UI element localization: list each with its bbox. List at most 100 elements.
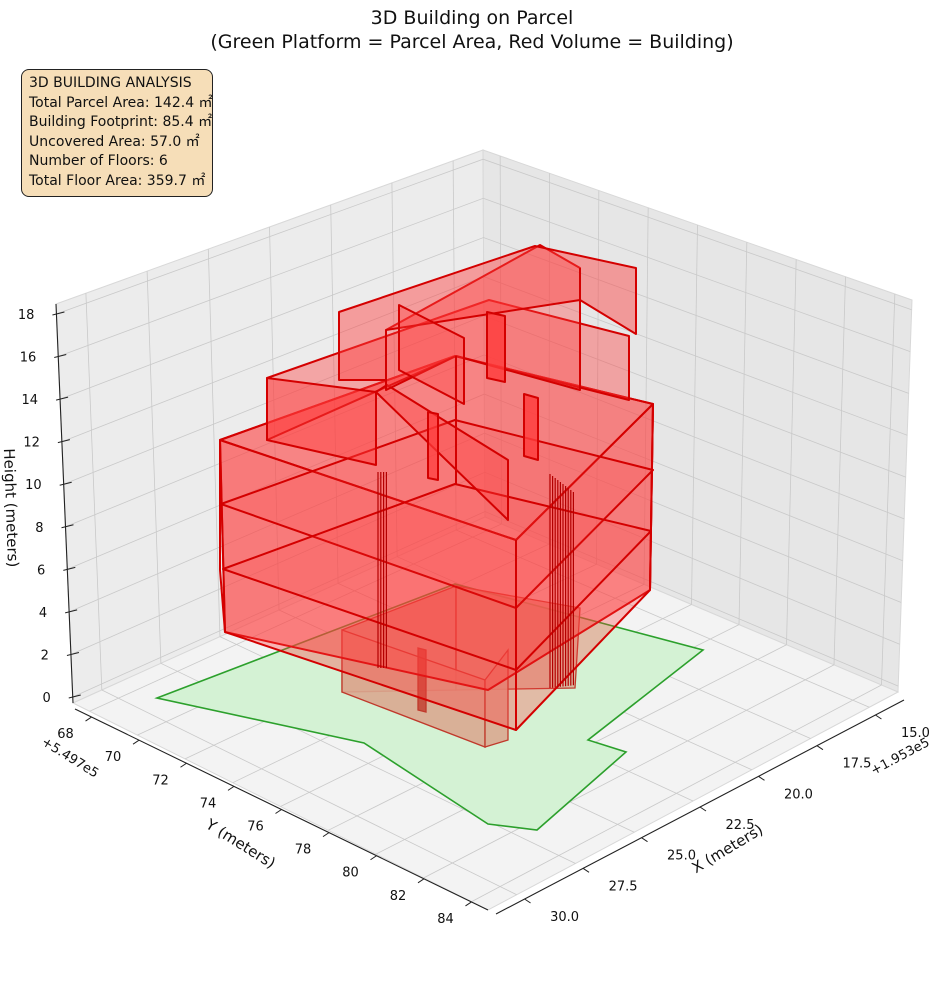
z-tick-label: 8 — [35, 521, 43, 536]
x-tick-mark — [524, 898, 531, 904]
z-tick-label: 4 — [39, 606, 47, 621]
z-tick-mark — [59, 481, 72, 486]
y-tick-mark — [275, 809, 282, 814]
front-pillar-hatch — [549, 474, 575, 688]
z-tick-label: 2 — [41, 648, 49, 663]
z-gridline — [70, 471, 900, 655]
x-tick-label: 30.0 — [550, 910, 579, 925]
top-notch-face — [398, 304, 465, 405]
wall-gridline — [207, 249, 221, 637]
info-heading: 3D BUILDING ANALYSIS — [29, 75, 192, 91]
z-gridline — [68, 432, 902, 613]
wall-gridline — [881, 293, 896, 686]
chart-title: 3D Building on Parcel (Green Platform = … — [0, 6, 944, 54]
x-tick-label: 25.0 — [667, 849, 696, 864]
y-tick-label: 74 — [200, 796, 217, 811]
wall-gridline — [833, 276, 846, 665]
z-tick-mark — [54, 354, 67, 359]
y-tick-label: 76 — [247, 820, 264, 835]
y-ticks: 68 70 72 74 76 78 80 82 84 — [57, 716, 472, 927]
base-right-face — [455, 585, 581, 691]
y-axis-label: Y (meters) — [202, 815, 279, 872]
outline-left-edge — [219, 440, 226, 633]
y-tick-label: 72 — [152, 773, 169, 788]
wall-gridline — [146, 271, 162, 664]
z-tick-label: 0 — [42, 691, 50, 706]
x-tick-mark — [758, 775, 765, 781]
base-column — [417, 647, 427, 713]
y-tick-label: 82 — [390, 889, 407, 904]
top-column — [486, 311, 506, 383]
x-tick-mark — [875, 714, 882, 720]
z-tick-mark — [63, 566, 76, 571]
info-uncovered-area: Uncovered Area: 57.0 ㎡ — [29, 133, 200, 150]
z-gridline — [67, 393, 903, 570]
wall-gridline — [85, 293, 103, 690]
y-tick-mark — [322, 832, 330, 838]
inner-column — [427, 411, 439, 481]
z-gridline — [65, 354, 905, 528]
z-tick-mark — [64, 609, 78, 614]
building-outlines — [219, 268, 654, 730]
y-tick-mark — [465, 901, 472, 907]
base-notch-face — [484, 648, 509, 748]
wall-gridline — [596, 190, 600, 565]
chart-title-line-2: (Green Platform = Parcel Area, Red Volum… — [210, 31, 734, 53]
wall-gridline — [330, 204, 339, 584]
z-gridline — [59, 237, 909, 400]
x-tick-label: 15.0 — [901, 726, 930, 741]
z-tick-label: 16 — [20, 351, 37, 366]
z-tick-label: 10 — [25, 478, 42, 493]
z-tick-mark — [68, 694, 81, 699]
x-tick-mark — [582, 867, 590, 873]
analysis-info-box: 3D BUILDING ANALYSIS Total Parcel Area: … — [21, 69, 213, 197]
floor-gridline — [456, 529, 870, 708]
chart-title-line-1: 3D Building on Parcel — [370, 7, 574, 29]
z-gridline — [56, 158, 912, 315]
z-tick-label: 12 — [23, 436, 40, 451]
info-building-footprint: Building Footprint: 85.4 ㎡ — [29, 114, 213, 130]
x-ticks: 15.0 17.5 20.0 22.5 25.0 27.5 30.0 — [524, 714, 930, 925]
wall-gridline — [269, 226, 280, 611]
y-tick-mark — [417, 878, 425, 884]
info-parcel-area: Total Parcel Area: 142.4 ㎡ — [29, 94, 213, 111]
info-number-of-floors: Number of Floors: 6 — [29, 153, 168, 169]
z-gridline — [72, 511, 899, 698]
floor-gridline — [101, 689, 517, 896]
middle-column — [523, 393, 539, 461]
z-ticks: 0 2 4 6 8 10 12 14 16 18 — [18, 308, 81, 706]
z-tick-mark — [57, 439, 70, 444]
wall-gridline — [691, 224, 698, 605]
y-tick-label: 80 — [342, 866, 359, 881]
y-tick-label: 68 — [57, 727, 74, 742]
x-tick-mark — [816, 745, 824, 751]
x-tick-label: 17.5 — [842, 757, 871, 772]
wall-gridline — [391, 182, 398, 557]
z-tick-mark — [66, 651, 80, 656]
outline-right-edge — [649, 403, 654, 591]
z-tick-mark — [61, 524, 74, 529]
y-tick-label: 70 — [105, 750, 122, 765]
x-tick-label: 22.5 — [726, 818, 755, 833]
z-gridline — [58, 197, 911, 357]
y-tick-mark — [132, 739, 140, 745]
middle-block-left-face — [266, 377, 377, 466]
z-tick-label: 18 — [18, 308, 35, 323]
z-tick-mark — [52, 311, 65, 316]
y-tick-mark — [85, 716, 92, 722]
x-tick-label: 20.0 — [784, 787, 813, 802]
info-total-floor-area: Total Floor Area: 359.7 ㎡ — [29, 172, 206, 189]
wall-gridline — [643, 207, 649, 585]
y-tick-mark — [180, 762, 187, 768]
z-axis-label: Height (meters) — [0, 448, 22, 568]
y-tick-label: 78 — [295, 843, 312, 858]
wall-gridline — [738, 242, 748, 625]
z-tick-mark — [55, 396, 69, 401]
y-tick-mark — [227, 785, 235, 791]
middle-block-inner-face — [375, 384, 509, 521]
left-pillar-hatch — [377, 472, 387, 668]
x-offset-label: +1.953e5 — [868, 735, 932, 778]
z-tick-label: 14 — [22, 393, 39, 408]
x-tick-mark — [641, 837, 648, 843]
